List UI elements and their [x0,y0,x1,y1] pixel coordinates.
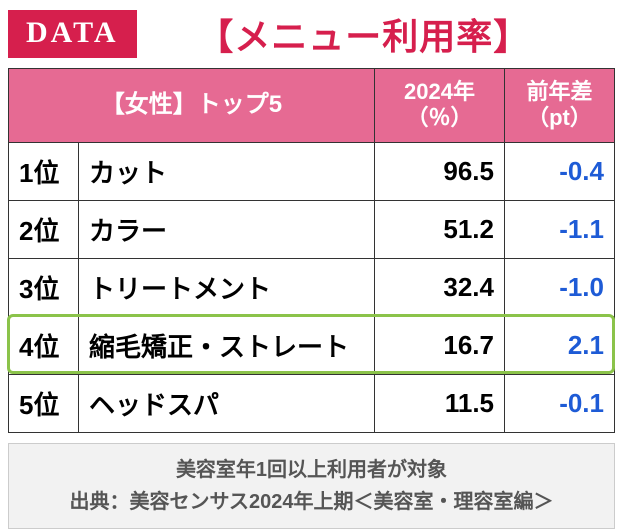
cell-rank: 3位 [9,258,79,316]
cell-diff: 2.1 [505,316,615,374]
cell-value: 16.7 [375,316,505,374]
cell-value: 11.5 [375,374,505,432]
cell-rank: 2位 [9,200,79,258]
table-row: 5位ヘッドスパ11.5-0.1 [9,374,615,432]
page-title: 【メニュー利用率】 [153,8,615,60]
cell-rank: 5位 [9,374,79,432]
cell-diff: -1.1 [505,200,615,258]
cell-rank: 4位 [9,316,79,374]
cell-value: 51.2 [375,200,505,258]
cell-name: カット [79,142,375,200]
cell-diff: -1.0 [505,258,615,316]
footnote-line-2: 出典：美容センサス2024年上期＜美容室・理容室編＞ [17,486,606,518]
cell-name: ヘッドスパ [79,374,375,432]
cell-rank: 1位 [9,142,79,200]
cell-diff: -0.4 [505,142,615,200]
usage-table: 【女性】トップ5 2024年（％） 前年差（pt） 1位カット96.5-0.42… [8,68,615,433]
table-row: 1位カット96.5-0.4 [9,142,615,200]
table-wrapper: 【女性】トップ5 2024年（％） 前年差（pt） 1位カット96.5-0.42… [8,68,615,433]
title-row: DATA 【メニュー利用率】 [8,8,615,60]
cell-name: カラー [79,200,375,258]
col-category: 【女性】トップ5 [9,69,375,143]
cell-value: 32.4 [375,258,505,316]
cell-name: 縮毛矯正・ストレート [79,316,375,374]
cell-name: トリートメント [79,258,375,316]
table-row: 3位トリートメント32.4-1.0 [9,258,615,316]
footnote-line-1: 美容室年1回以上利用者が対象 [17,454,606,486]
footnote: 美容室年1回以上利用者が対象 出典：美容センサス2024年上期＜美容室・理容室編… [8,443,615,529]
col-year: 2024年（％） [375,69,505,143]
table-row: 2位カラー51.2-1.1 [9,200,615,258]
data-badge: DATA [8,10,137,58]
table-row: 4位縮毛矯正・ストレート16.72.1 [9,316,615,374]
cell-value: 96.5 [375,142,505,200]
col-diff: 前年差（pt） [505,69,615,143]
cell-diff: -0.1 [505,374,615,432]
